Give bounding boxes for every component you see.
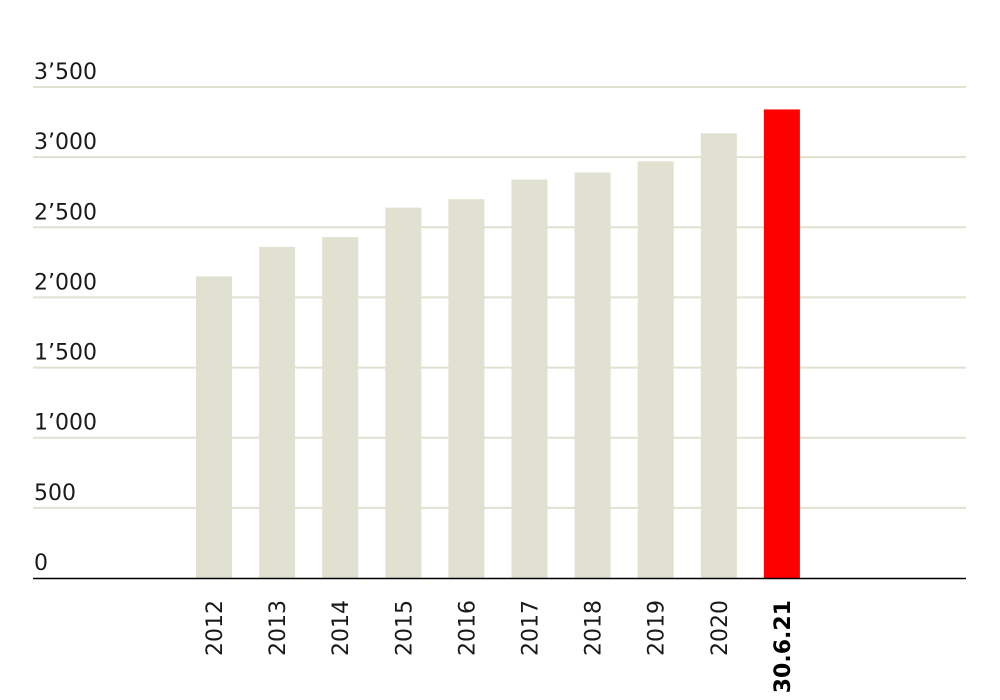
- x-tick-label: 2016: [455, 600, 480, 656]
- x-axis-ticks: 2012 2013 2014 2015 2016 2017 2018 2019 2020 30.6…: [203, 600, 796, 693]
- x-tick-label: 2012: [203, 600, 228, 656]
- x-tick-label: 2015: [392, 600, 417, 656]
- y-tick-label: 2’000: [34, 270, 97, 295]
- grid-lines: [33, 86, 966, 509]
- x-tick-label: 30.6.21: [771, 600, 796, 693]
- bar: [385, 207, 422, 578]
- y-tick-label: 1’500: [34, 341, 97, 366]
- y-tick-label: 500: [34, 481, 76, 506]
- bar: [637, 161, 674, 578]
- y-axis-ticks: 0 500 1’000 1’500 2’000 2’500 3’000 3’500: [34, 60, 97, 576]
- bar: [511, 179, 548, 579]
- bar: [574, 172, 611, 578]
- bar: [763, 109, 800, 579]
- x-tick-label: 2017: [519, 600, 544, 656]
- x-tick-label: 2013: [266, 600, 291, 656]
- bar: [700, 133, 737, 578]
- bar: [322, 237, 359, 578]
- bar: [259, 246, 296, 578]
- bar: [196, 276, 232, 578]
- y-tick-label: 0: [34, 551, 48, 576]
- x-tick-label: 2018: [582, 600, 607, 656]
- y-tick-label: 2’500: [34, 200, 97, 225]
- x-tick-label: 2014: [329, 600, 354, 656]
- x-tick-label: 2020: [708, 600, 733, 656]
- bars: [196, 109, 800, 579]
- y-tick-label: 3’000: [34, 130, 97, 155]
- x-tick-label: 2019: [645, 600, 670, 656]
- y-tick-label: 1’000: [34, 411, 97, 436]
- bar: [448, 199, 485, 578]
- y-tick-label: 3’500: [34, 60, 97, 85]
